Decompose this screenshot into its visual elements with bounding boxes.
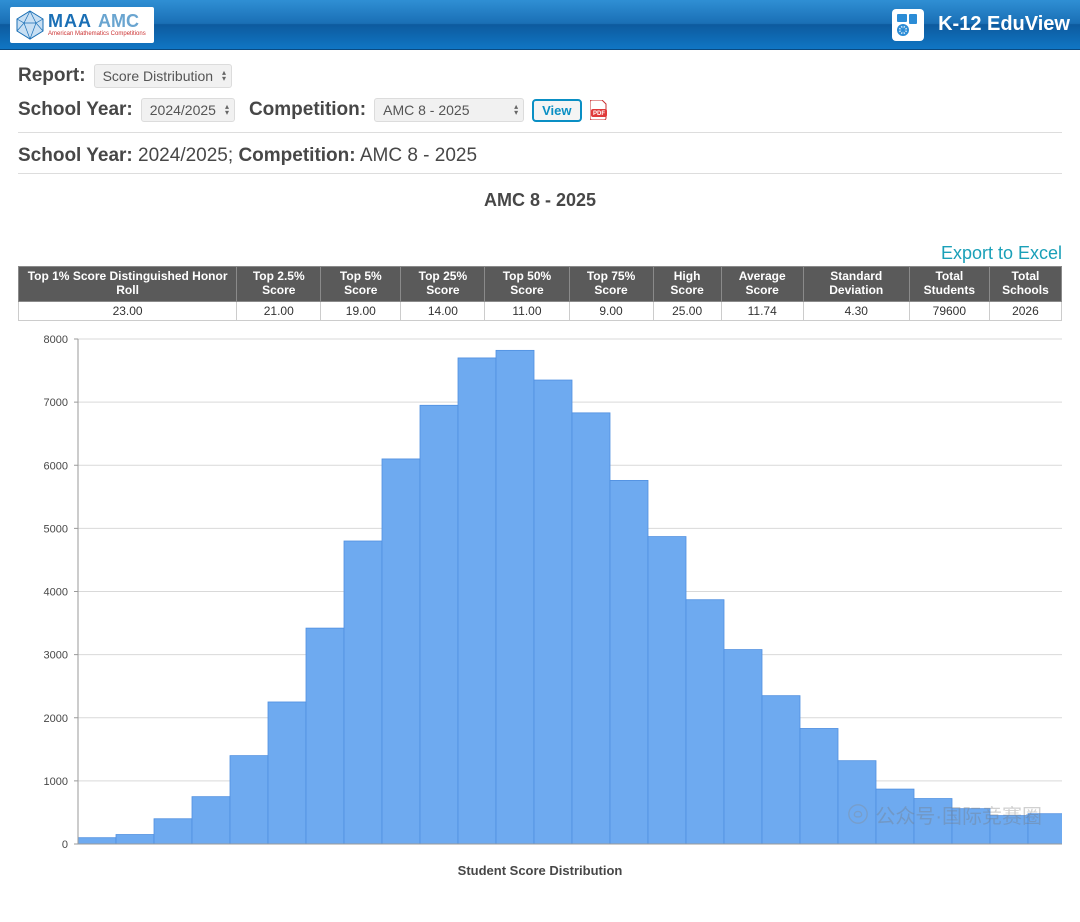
eduview-icon bbox=[892, 9, 924, 41]
stats-data-row: 23.0021.0019.0014.0011.009.0025.0011.744… bbox=[19, 301, 1062, 320]
summary-year-value: 2024/2025 bbox=[138, 145, 228, 166]
stats-header-row: Top 1% Score Distinguished Honor RollTop… bbox=[19, 267, 1062, 302]
svg-text:1000: 1000 bbox=[44, 775, 68, 787]
svg-text:PDF: PDF bbox=[593, 111, 605, 117]
stats-col-header: Top 2.5% Score bbox=[237, 267, 321, 302]
stats-col-header: Standard Deviation bbox=[803, 267, 909, 302]
report-label: Report: bbox=[18, 65, 86, 87]
separator bbox=[18, 173, 1062, 174]
summary-year-label: School Year: bbox=[18, 145, 133, 166]
svg-text:3000: 3000 bbox=[44, 649, 68, 661]
logo-caption: American Mathematics Competitions bbox=[48, 31, 146, 37]
stats-cell: 21.00 bbox=[237, 301, 321, 320]
stats-col-header: Top 50% Score bbox=[485, 267, 569, 302]
svg-text:0: 0 bbox=[62, 839, 68, 851]
svg-text:5000: 5000 bbox=[44, 523, 68, 535]
chevron-updown-icon: ▴▾ bbox=[225, 104, 229, 116]
logo-maa: MAA bbox=[48, 11, 92, 31]
svg-text:4000: 4000 bbox=[44, 586, 68, 598]
stats-cell: 79600 bbox=[909, 301, 989, 320]
stats-col-header: Top 25% Score bbox=[401, 267, 485, 302]
logo-amc: AMC bbox=[98, 11, 139, 31]
chevron-updown-icon: ▴▾ bbox=[222, 70, 226, 82]
stats-col-header: Top 75% Score bbox=[569, 267, 653, 302]
svg-text:2000: 2000 bbox=[44, 712, 68, 724]
svg-text:7000: 7000 bbox=[44, 397, 68, 409]
x-axis-title: Student Score Distribution bbox=[18, 863, 1062, 878]
comp-label: Competition: bbox=[249, 99, 366, 121]
stats-table: Top 1% Score Distinguished Honor RollTop… bbox=[18, 266, 1062, 321]
separator bbox=[18, 132, 1062, 133]
eduview-brand: K-12 EduView bbox=[892, 9, 1070, 41]
histogram-chart: 0 1000 2000 3000 4000 5000 6000 7000 8000 bbox=[18, 329, 1062, 859]
stats-col-header: Top 1% Score Distinguished Honor Roll bbox=[19, 267, 237, 302]
stats-cell: 11.74 bbox=[721, 301, 803, 320]
stats-cell: 9.00 bbox=[569, 301, 653, 320]
year-value: 2024/2025 bbox=[150, 102, 216, 118]
stats-col-header: Total Schools bbox=[989, 267, 1061, 302]
app-name: K-12 EduView bbox=[938, 13, 1070, 36]
content-area: Report: Score Distribution ▴▾ School Yea… bbox=[0, 50, 1080, 878]
comp-value: AMC 8 - 2025 bbox=[383, 102, 469, 118]
top-bar: MAA AMC American Mathematics Competitions… bbox=[0, 0, 1080, 50]
stats-cell: 11.00 bbox=[485, 301, 569, 320]
stats-col-header: Total Students bbox=[909, 267, 989, 302]
stats-cell: 4.30 bbox=[803, 301, 909, 320]
report-value: Score Distribution bbox=[103, 68, 214, 84]
report-dropdown[interactable]: Score Distribution ▴▾ bbox=[94, 64, 233, 88]
chevron-updown-icon: ▴▾ bbox=[514, 104, 518, 116]
view-button[interactable]: View bbox=[532, 99, 581, 122]
stats-col-header: High Score bbox=[653, 267, 721, 302]
comp-dropdown[interactable]: AMC 8 - 2025 ▴▾ bbox=[374, 98, 524, 122]
stats-col-header: Average Score bbox=[721, 267, 803, 302]
svg-text:8000: 8000 bbox=[44, 334, 68, 346]
stats-cell: 19.00 bbox=[321, 301, 401, 320]
stats-cell: 2026 bbox=[989, 301, 1061, 320]
summary-comp-value: AMC 8 - 2025 bbox=[360, 145, 477, 166]
summary-line: School Year: 2024/2025; Competition: AMC… bbox=[18, 145, 1062, 167]
report-row: Report: Score Distribution ▴▾ bbox=[18, 64, 1062, 88]
summary-comp-label: Competition: bbox=[238, 145, 355, 166]
pdf-icon[interactable]: PDF bbox=[590, 100, 608, 120]
svg-text:6000: 6000 bbox=[44, 460, 68, 472]
chart-title: AMC 8 - 2025 bbox=[18, 190, 1062, 211]
stats-col-header: Top 5% Score bbox=[321, 267, 401, 302]
filters-row: School Year: 2024/2025 ▴▾ Competition: A… bbox=[18, 98, 1062, 122]
stats-cell: 23.00 bbox=[19, 301, 237, 320]
logo-text: MAA AMC American Mathematics Competitions bbox=[48, 12, 146, 37]
year-label: School Year: bbox=[18, 99, 133, 121]
stats-cell: 14.00 bbox=[401, 301, 485, 320]
year-dropdown[interactable]: 2024/2025 ▴▾ bbox=[141, 98, 235, 122]
maa-logo[interactable]: MAA AMC American Mathematics Competitions bbox=[10, 7, 154, 43]
histogram-wrap: 010002000300040005000600070008000 公众号·国际… bbox=[18, 329, 1062, 859]
export-excel-link[interactable]: Export to Excel bbox=[18, 243, 1062, 264]
stats-cell: 25.00 bbox=[653, 301, 721, 320]
icosahedron-icon bbox=[14, 9, 46, 41]
